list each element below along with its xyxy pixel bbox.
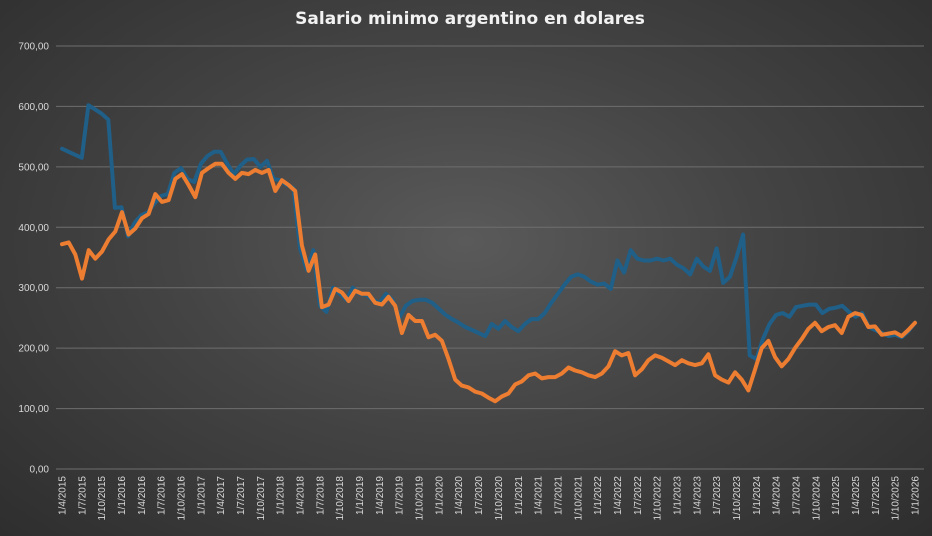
x-tick-label: 1/10/2017 xyxy=(256,476,267,521)
x-tick-label: 1/1/2016 xyxy=(117,476,128,515)
x-axis-ticks: 1/4/2015 1/7/2015 1/10/2015 1/1/2016 1/4/201… xyxy=(58,476,922,521)
x-tick-label: 1/4/2022 xyxy=(613,476,624,515)
x-tick-label: 1/7/2020 xyxy=(474,476,485,515)
y-tick-label: 600,00 xyxy=(18,102,49,113)
x-tick-label: 1/1/2023 xyxy=(672,476,683,515)
x-tick-label: 1/4/2015 xyxy=(58,476,69,515)
x-tick-label: 1/10/2020 xyxy=(494,476,505,521)
x-tick-label: 1/1/2019 xyxy=(355,476,366,515)
x-tick-label: 1/1/2021 xyxy=(514,476,525,515)
series-line-blue xyxy=(60,103,917,361)
x-tick-label: 1/1/2022 xyxy=(593,476,604,515)
x-tick-label: 1/10/2023 xyxy=(732,476,743,521)
y-tick-label: 300,00 xyxy=(18,283,49,294)
x-tick-label: 1/7/2023 xyxy=(712,476,723,515)
x-tick-label: 1/1/2024 xyxy=(752,476,763,515)
x-tick-label: 1/10/2025 xyxy=(891,476,902,521)
y-tick-label: 400,00 xyxy=(18,223,49,234)
y-tick-label: 500,00 xyxy=(18,162,49,173)
x-tick-label: 1/4/2023 xyxy=(692,476,703,515)
x-tick-label: 1/1/2018 xyxy=(276,476,287,515)
y-axis-ticks: 0,00 100,00 200,00 300,00 400,00 500,00 600,00… xyxy=(18,42,49,476)
x-tick-label: 1/1/2025 xyxy=(831,476,842,515)
x-tick-label: 1/4/2025 xyxy=(851,476,862,515)
series-line-orange xyxy=(60,161,917,404)
x-tick-label: 1/4/2024 xyxy=(772,476,783,515)
x-tick-label: 1/4/2020 xyxy=(454,476,465,515)
chart-title: Salario minimo argentino en dolares xyxy=(295,9,645,29)
x-tick-label: 1/7/2025 xyxy=(871,476,882,515)
x-tick-label: 1/10/2018 xyxy=(335,476,346,521)
x-tick-label: 1/7/2016 xyxy=(157,476,168,515)
x-tick-label: 1/4/2018 xyxy=(296,476,307,515)
x-tick-label: 1/4/2021 xyxy=(534,476,545,515)
x-tick-label: 1/7/2015 xyxy=(77,476,88,515)
x-tick-label: 1/10/2024 xyxy=(811,476,822,521)
gridlines xyxy=(56,45,924,470)
x-tick-label: 1/7/2019 xyxy=(395,476,406,515)
y-tick-label: 200,00 xyxy=(18,344,49,355)
x-tick-label: 1/10/2016 xyxy=(177,476,188,521)
x-tick-label: 1/10/2022 xyxy=(653,476,664,521)
x-tick-label: 1/10/2019 xyxy=(415,476,426,521)
x-tick-label: 1/7/2021 xyxy=(553,476,564,515)
x-tick-label: 1/7/2018 xyxy=(315,476,326,515)
x-tick-label: 1/7/2022 xyxy=(633,476,644,515)
x-tick-label: 1/1/2020 xyxy=(434,476,445,515)
x-tick-label: 1/4/2017 xyxy=(216,476,227,515)
x-tick-label: 1/7/2024 xyxy=(791,476,802,515)
x-tick-label: 1/7/2017 xyxy=(236,476,247,515)
y-tick-label: 0,00 xyxy=(30,465,50,476)
x-tick-label: 1/4/2016 xyxy=(137,476,148,515)
series-lines xyxy=(60,103,917,404)
y-tick-label: 700,00 xyxy=(18,42,49,53)
x-tick-label: 1/10/2021 xyxy=(573,476,584,521)
x-tick-label: 1/4/2019 xyxy=(375,476,386,515)
x-tick-label: 1/1/2026 xyxy=(911,476,922,515)
x-tick-label: 1/1/2017 xyxy=(196,476,207,515)
y-tick-label: 100,00 xyxy=(18,404,49,415)
x-tick-label: 1/10/2015 xyxy=(97,476,108,521)
